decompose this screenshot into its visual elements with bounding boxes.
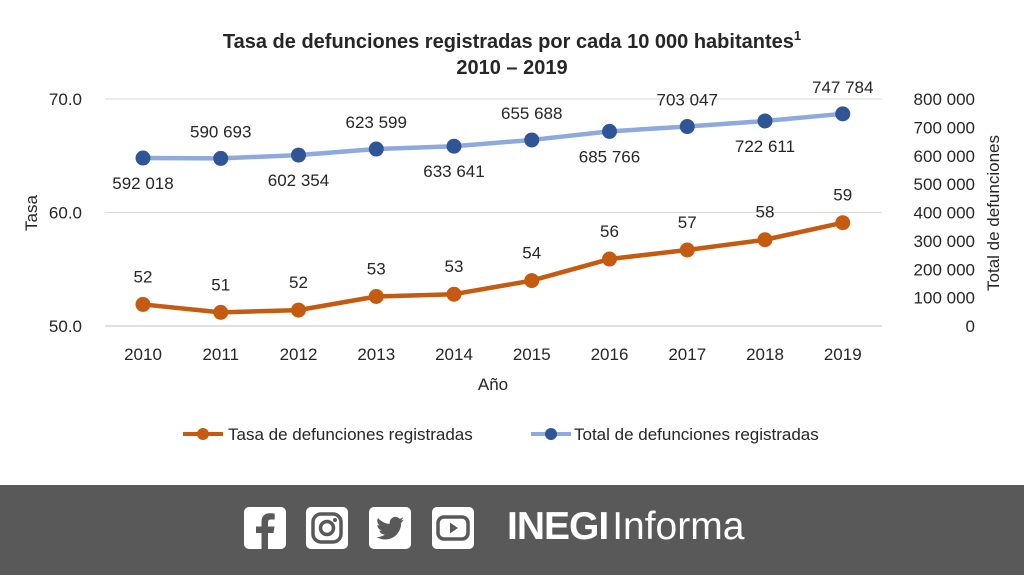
right-tick-label: 800 000: [914, 90, 975, 109]
data-point-total: [524, 132, 540, 148]
data-point-tasa: [835, 215, 851, 231]
x-axis-ticks: 2010 2011 2012 2013 2014 2015 2016 2017 2018 2019: [124, 345, 862, 364]
series-line-total: [142, 111, 843, 161]
left-axis-ticks: 50.0 60.0 70.0: [49, 90, 82, 336]
right-axis-ticks: 0 100 000 200 000 300 000 400 000 500 000 600 …: [914, 90, 975, 336]
data-point-tasa: [757, 232, 773, 248]
right-tick-label: 400 000: [914, 204, 975, 223]
data-label-tasa: 52: [134, 267, 153, 286]
x-tick-label: 2013: [357, 345, 395, 364]
data-label-tasa: 57: [678, 213, 697, 232]
data-point-total: [446, 138, 462, 154]
series-line-tasa: [142, 220, 844, 315]
data-point-tasa: [524, 273, 540, 289]
data-labels: 592 018 590 693 602 354 623 599 633 641 655 6…: [112, 78, 873, 295]
chart-area: Tasa de defunciones registradas por cada…: [22, 28, 1003, 444]
facebook-icon: [256, 513, 275, 549]
right-tick-label: 100 000: [914, 289, 975, 308]
right-tick-label: 600 000: [914, 147, 975, 166]
data-point-tasa: [446, 286, 462, 302]
data-point-total: [835, 106, 851, 122]
x-tick-label: 2014: [435, 345, 473, 364]
x-tick-label: 2018: [746, 345, 784, 364]
data-point-total: [213, 150, 229, 166]
data-label-total: 655 688: [501, 104, 562, 123]
data-point-tasa: [213, 304, 229, 320]
data-label-tasa: 51: [211, 275, 230, 294]
left-tick-label: 70.0: [49, 90, 82, 109]
data-label-total: 633 641: [423, 162, 484, 181]
data-label-tasa: 59: [833, 186, 852, 205]
x-tick-label: 2019: [824, 345, 862, 364]
legend-marker-total: [545, 428, 557, 440]
data-label-tasa: 53: [445, 257, 464, 276]
youtube-link[interactable]: [432, 507, 474, 549]
data-label-tasa: 53: [367, 259, 386, 278]
data-label-total: 602 354: [268, 171, 329, 190]
data-label-tasa: 56: [600, 222, 619, 241]
x-axis-label: Año: [478, 375, 508, 394]
data-label-total: 623 599: [346, 113, 407, 132]
right-tick-label: 0: [966, 317, 975, 336]
facebook-link[interactable]: [244, 507, 286, 549]
x-tick-label: 2010: [124, 345, 162, 364]
gridlines: [105, 98, 882, 327]
twitter-icon: [376, 516, 404, 540]
data-point-tasa: [602, 251, 617, 267]
data-point-total: [291, 147, 306, 163]
instagram-icon: [311, 512, 343, 544]
data-point-total: [757, 113, 773, 129]
data-label-total: 722 611: [735, 137, 795, 156]
chart-subtitle: 2010 – 2019: [456, 57, 567, 79]
legend-label-tasa: Tasa de defunciones registradas: [228, 425, 473, 444]
chart-title: Tasa de defunciones registradas por cada…: [223, 28, 801, 53]
left-tick-label: 60.0: [49, 204, 82, 223]
data-point-total: [602, 123, 617, 139]
youtube-icon: [436, 515, 470, 541]
data-point-tasa: [368, 288, 384, 304]
legend-marker-tasa: [197, 428, 209, 440]
y-axis-right-label: Total de defunciones: [984, 135, 1003, 291]
line-chart: Tasa de defunciones registradas por cada…: [22, 28, 1003, 444]
right-tick-label: 300 000: [914, 232, 975, 251]
data-point-total: [679, 119, 695, 135]
x-tick-label: 2012: [280, 345, 318, 364]
brand-inegi: INEGI: [507, 505, 609, 548]
right-tick-label: 700 000: [914, 118, 975, 137]
data-label-tasa: 58: [756, 203, 775, 222]
x-tick-label: 2011: [202, 345, 239, 364]
right-tick-label: 200 000: [914, 260, 975, 279]
data-label-total: 747 784: [812, 78, 873, 97]
data-point-tasa: [291, 302, 306, 318]
x-tick-label: 2015: [513, 345, 551, 364]
data-point-total: [135, 150, 151, 166]
x-tick-label: 2016: [591, 345, 629, 364]
data-point-tasa: [679, 242, 695, 258]
data-point-total: [368, 141, 384, 157]
data-label-total: 685 766: [579, 147, 640, 166]
footer-bar: INEGI Informa: [0, 485, 1024, 575]
x-tick-label: 2017: [668, 345, 706, 364]
data-label-total: 592 018: [112, 174, 173, 193]
legend: Tasa de defunciones registradas Total de…: [183, 425, 819, 444]
y-axis-left-label: Tasa: [22, 195, 41, 231]
data-point-tasa: [135, 296, 151, 312]
instagram-link[interactable]: [306, 507, 348, 549]
inegi-informa-logo: INEGI Informa: [507, 497, 744, 557]
data-label-total: 590 693: [190, 122, 251, 141]
brand-informa: Informa: [612, 505, 745, 548]
legend-label-total: Total de defunciones registradas: [574, 425, 819, 444]
data-label-tasa: 52: [289, 273, 308, 292]
right-tick-label: 500 000: [914, 175, 975, 194]
data-label-tasa: 54: [522, 244, 541, 263]
series-layer: [135, 106, 851, 320]
twitter-link[interactable]: [369, 507, 411, 549]
data-label-total: 703 047: [657, 91, 718, 110]
left-tick-label: 50.0: [49, 317, 82, 336]
